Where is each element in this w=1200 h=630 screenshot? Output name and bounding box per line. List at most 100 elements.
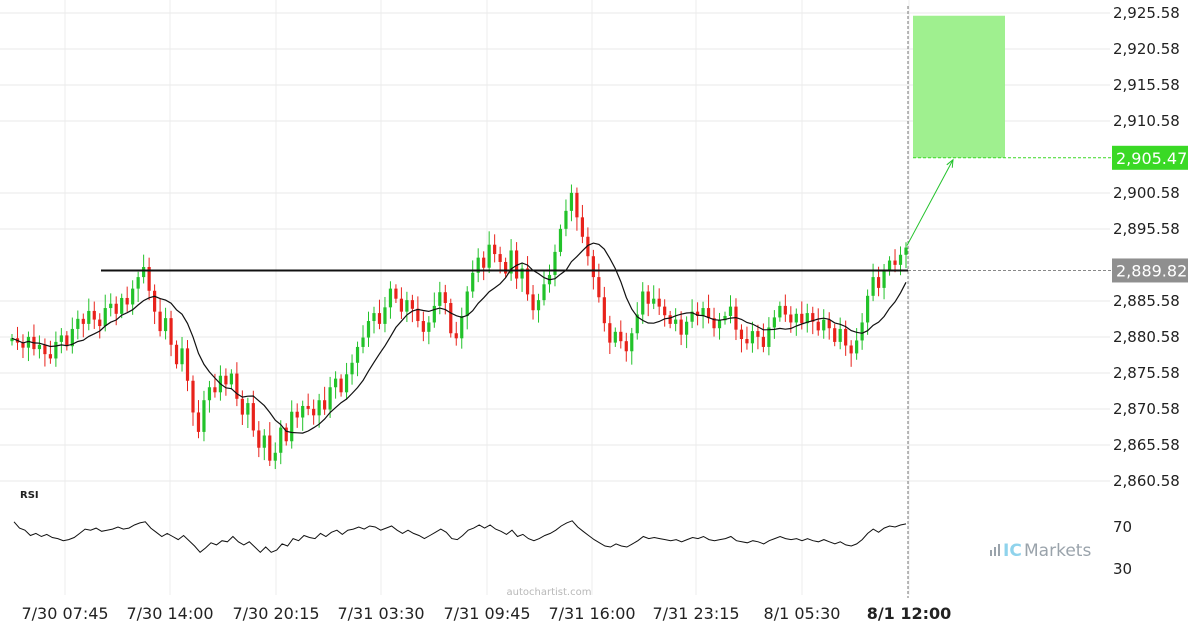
candle-body <box>81 318 85 324</box>
candle-body <box>372 313 376 322</box>
target-price-box <box>1112 145 1188 170</box>
candle-body <box>772 317 776 328</box>
candle-body <box>454 333 458 339</box>
candle-body <box>756 331 760 337</box>
candle-body <box>805 313 809 324</box>
candle-body <box>844 328 848 346</box>
candle-body <box>871 277 875 296</box>
candle-body <box>427 322 431 332</box>
candle-body <box>778 305 782 318</box>
candle-body <box>388 288 393 308</box>
candle-body <box>460 315 464 339</box>
candle-body <box>229 373 233 385</box>
y-tick-label: 2,875.58 <box>1113 364 1180 382</box>
candle-body <box>493 244 497 255</box>
candle-body <box>147 267 151 291</box>
brand-markets: Markets <box>1024 541 1091 561</box>
candle-body <box>504 261 508 274</box>
candle-body <box>564 210 568 229</box>
candle-body <box>822 319 826 331</box>
x-tick-label: 8/1 05:30 <box>764 604 841 623</box>
rsi-label: RSI <box>20 490 39 501</box>
y-tick-label: 2,920.58 <box>1113 40 1180 58</box>
candle-body <box>350 362 354 375</box>
candle-body <box>646 291 650 304</box>
candle-body <box>701 308 705 316</box>
ma-line <box>11 242 907 434</box>
rsi-panel: RSI <box>13 490 907 553</box>
candle-body <box>180 348 184 365</box>
candle-body <box>586 236 590 257</box>
candle-body <box>630 333 634 352</box>
candle-body <box>794 313 798 323</box>
candle-body <box>290 411 294 442</box>
candle-body <box>399 298 404 312</box>
candle-body <box>202 400 206 432</box>
candle-body <box>602 297 606 324</box>
candle-body <box>333 378 338 388</box>
candle-body <box>558 228 563 252</box>
candle-body <box>410 300 414 309</box>
candle-body <box>87 310 91 324</box>
x-tick-label: 7/31 23:15 <box>652 604 739 623</box>
rsi-tick-label: 30 <box>1113 560 1132 578</box>
candle-body <box>37 344 42 350</box>
brand-logo: IC Markets <box>990 541 1091 561</box>
x-tick-label: 7/30 20:15 <box>232 604 319 623</box>
candle-body <box>339 378 343 393</box>
candle-body <box>163 318 168 332</box>
y-tick-label: 2,895.58 <box>1113 220 1180 238</box>
y-tick-label: 2,885.58 <box>1113 292 1180 310</box>
candle-body <box>54 341 58 359</box>
candle-body <box>525 268 530 295</box>
candle-body <box>482 257 486 268</box>
candle-body <box>240 398 244 415</box>
candle-body <box>520 268 524 279</box>
candle-body <box>679 319 683 335</box>
candle-body <box>575 192 579 218</box>
candle-body <box>273 452 277 461</box>
target-zone <box>913 15 1005 158</box>
y-tick-label: 2,910.58 <box>1113 112 1180 130</box>
candle-body <box>789 314 793 323</box>
candle-body <box>383 307 387 324</box>
y-tick-label: 2,925.58 <box>1113 4 1180 22</box>
candle-body <box>328 387 332 410</box>
x-axis: 7/30 07:45 7/30 14:00 7/30 20:15 7/31 03:30… <box>21 604 951 623</box>
candle-body <box>624 341 628 352</box>
candle-body <box>849 345 853 354</box>
candle-body <box>235 373 239 399</box>
candle-body <box>652 298 656 304</box>
projection-arrow-line <box>906 159 954 246</box>
target-price-label: 2,905.47 <box>1116 149 1187 168</box>
resistance-price-label: 2,889.82 <box>1116 261 1187 280</box>
candle-body <box>438 292 442 306</box>
candle-body <box>284 427 288 442</box>
candle-body <box>695 311 700 316</box>
candle-body <box>142 267 146 278</box>
candle-body <box>405 300 409 312</box>
candle-body <box>257 430 261 448</box>
candle-body <box>158 311 162 332</box>
candle-body <box>712 318 716 329</box>
candle-body <box>361 337 365 347</box>
candle-body <box>323 400 327 410</box>
candle-body <box>553 251 557 275</box>
candle-body <box>580 217 585 237</box>
candle-body <box>355 346 360 363</box>
candle-body <box>827 319 831 329</box>
y-tick-label: 2,870.58 <box>1113 400 1180 418</box>
candle-body <box>224 375 228 385</box>
candle-body <box>317 400 321 416</box>
x-tick-label: 8/1 12:00 <box>867 604 952 623</box>
candle-body <box>10 338 14 342</box>
candle-body <box>514 250 519 279</box>
candle-body <box>185 348 190 381</box>
y-tick-label: 2,915.58 <box>1113 76 1180 94</box>
candle-body <box>191 380 195 413</box>
candle-body <box>136 277 140 289</box>
candle-body <box>893 260 897 265</box>
candle-body <box>750 331 755 344</box>
candle-body <box>120 297 124 314</box>
